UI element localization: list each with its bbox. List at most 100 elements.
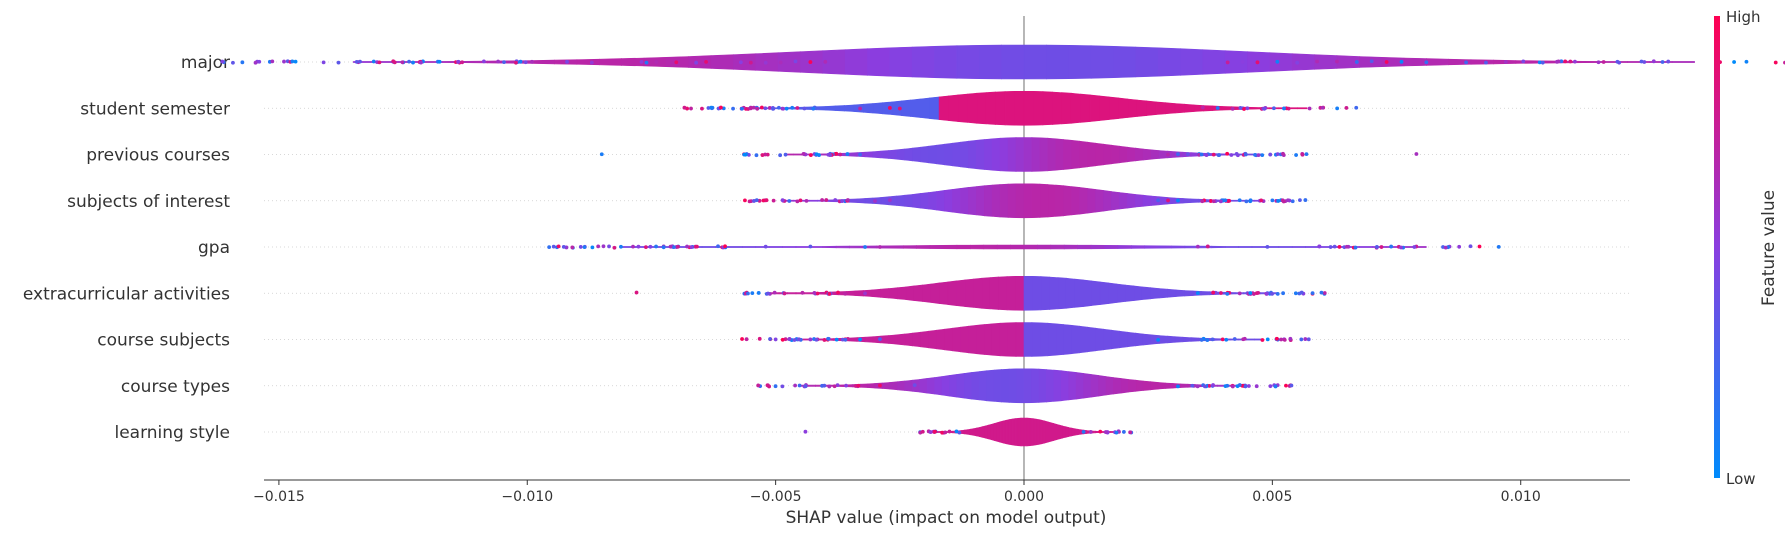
feature-label: previous courses bbox=[86, 146, 230, 166]
data-point bbox=[1190, 383, 1195, 388]
violin-slice bbox=[1131, 245, 1145, 249]
violin-slice bbox=[911, 45, 935, 79]
data-point bbox=[1384, 60, 1389, 64]
x-tick-label: −0.005 bbox=[750, 489, 802, 505]
data-point bbox=[828, 153, 832, 158]
x-tick-label: −0.015 bbox=[253, 489, 305, 505]
violin-slice bbox=[920, 192, 929, 210]
data-point bbox=[754, 198, 759, 203]
violin-slice bbox=[1119, 330, 1128, 349]
violin-slice bbox=[1059, 424, 1063, 440]
x-axis: −0.015 −0.010 −0.005 0.000 0.005 0.010 bbox=[253, 479, 1630, 505]
violin-slice bbox=[1031, 137, 1041, 172]
violin-slice bbox=[1135, 194, 1144, 208]
data-point bbox=[1207, 383, 1212, 388]
data-point bbox=[1271, 106, 1276, 111]
violin-slice bbox=[1068, 44, 1092, 80]
data-point bbox=[776, 105, 781, 110]
data-point bbox=[1332, 244, 1337, 249]
data-point bbox=[759, 105, 764, 110]
violin-slice bbox=[1039, 137, 1049, 172]
data-point bbox=[1335, 106, 1340, 111]
violin-slice bbox=[999, 322, 1009, 357]
violin-slice bbox=[1006, 275, 1016, 311]
data-point bbox=[704, 59, 708, 64]
violin-slice bbox=[871, 288, 881, 298]
violin-slice bbox=[1023, 368, 1032, 404]
data-point bbox=[1260, 338, 1265, 342]
data-point bbox=[1354, 60, 1359, 64]
data-point bbox=[773, 337, 778, 342]
violin-slice bbox=[969, 244, 985, 250]
violin-slice bbox=[1040, 276, 1050, 311]
colorbar: High Low Feature value bbox=[1714, 8, 1779, 488]
violin-slice bbox=[960, 325, 969, 354]
data-point bbox=[1337, 245, 1342, 249]
data-point bbox=[1166, 198, 1170, 203]
violin-slice bbox=[1166, 335, 1176, 344]
violin-slice bbox=[969, 428, 974, 436]
data-point bbox=[1253, 152, 1257, 157]
violin-slice bbox=[1118, 97, 1129, 119]
feature-label: major bbox=[181, 53, 230, 73]
violin-slice bbox=[1120, 378, 1129, 394]
violin-slice bbox=[1095, 142, 1104, 167]
violin-slice bbox=[1158, 288, 1168, 299]
violin-slice bbox=[993, 422, 998, 442]
data-point bbox=[1282, 337, 1287, 342]
violin-slice bbox=[1055, 184, 1064, 217]
data-point bbox=[1303, 337, 1308, 341]
feature-row: course types bbox=[121, 368, 1630, 404]
violin-slice bbox=[1224, 246, 1239, 248]
violin-slice bbox=[1023, 322, 1033, 357]
data-point bbox=[1156, 198, 1161, 203]
data-point bbox=[1195, 244, 1200, 249]
data-point bbox=[748, 60, 753, 65]
data-point bbox=[354, 59, 359, 64]
violin-slice bbox=[1037, 244, 1052, 250]
violin-slice bbox=[1158, 335, 1168, 344]
data-point bbox=[1568, 59, 1573, 64]
data-point bbox=[750, 291, 755, 296]
violin-slice bbox=[1095, 430, 1099, 434]
feature-label: gpa bbox=[198, 238, 230, 258]
data-point bbox=[1615, 59, 1620, 64]
data-point bbox=[556, 244, 561, 249]
violin-slice bbox=[947, 280, 957, 306]
violin-slice bbox=[1627, 61, 1651, 63]
violin-slice bbox=[889, 46, 913, 78]
colorbar-gradient bbox=[1714, 16, 1720, 478]
violin-slice bbox=[1057, 277, 1067, 310]
data-point bbox=[797, 337, 801, 342]
violin-slice bbox=[949, 374, 958, 398]
data-point bbox=[778, 60, 783, 65]
violin-slice bbox=[1221, 106, 1232, 111]
feature-label: extracurricular activities bbox=[23, 284, 230, 304]
violin-slice bbox=[912, 331, 922, 348]
data-point bbox=[832, 384, 837, 389]
data-point bbox=[1262, 106, 1267, 111]
data-point bbox=[1166, 152, 1170, 157]
data-point bbox=[763, 244, 768, 249]
data-point bbox=[1322, 291, 1327, 295]
violin-slice bbox=[1135, 379, 1144, 392]
violin-slice bbox=[1278, 246, 1293, 248]
violin-slice bbox=[1039, 183, 1049, 218]
data-point bbox=[1270, 292, 1274, 296]
data-point bbox=[639, 59, 644, 64]
data-point bbox=[1216, 153, 1221, 158]
violin-slice bbox=[1104, 244, 1119, 250]
data-point bbox=[1399, 59, 1404, 64]
violin-slice bbox=[896, 333, 906, 346]
violin-slice bbox=[964, 372, 973, 400]
violin-slice bbox=[1127, 146, 1136, 163]
violin-slice bbox=[983, 323, 993, 356]
violin-slice bbox=[801, 338, 810, 341]
violin-slice bbox=[1008, 368, 1017, 404]
violin-slice bbox=[1171, 245, 1186, 249]
violin-slice bbox=[1515, 60, 1539, 64]
violin-slice bbox=[1007, 137, 1017, 172]
violin-slice bbox=[1092, 430, 1096, 434]
data-point bbox=[496, 59, 501, 64]
violin-slice bbox=[1033, 90, 1044, 126]
